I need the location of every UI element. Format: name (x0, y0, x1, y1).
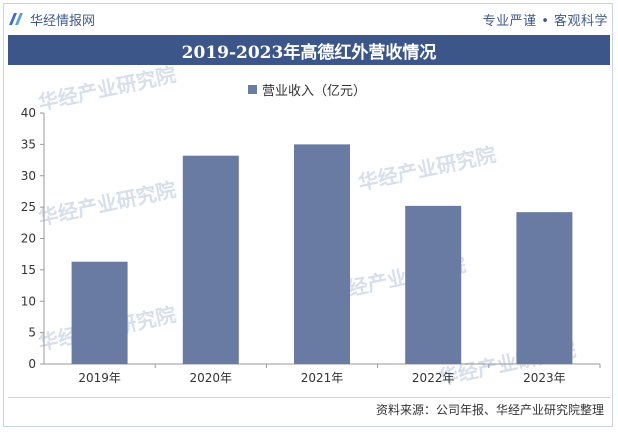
x-tick-label: 2021年 (301, 371, 344, 385)
y-tick-label: 30 (21, 169, 36, 183)
y-tick-label: 40 (21, 106, 36, 120)
watermark-text: 华经产业研究院 (36, 62, 178, 115)
y-tick-label: 35 (21, 137, 36, 151)
legend-swatch (248, 85, 257, 94)
x-tick-label: 2019年 (78, 371, 121, 385)
brand-name: 华经情报网 (30, 13, 96, 29)
y-tick-label: 5 (28, 326, 36, 340)
x-tick-label: 2022年 (412, 371, 455, 385)
brand-logo-icon (9, 13, 23, 25)
slogan: 专业严谨 • 客观科学 (482, 13, 608, 29)
watermark-text: 华经产业研究院 (36, 177, 178, 230)
y-tick-label: 20 (21, 232, 36, 246)
bar (294, 144, 350, 364)
top-bar: 华经情报网 专业严谨 • 客观科学 (8, 6, 608, 32)
chart-title: 2019-2023年高德红外营收情况 (8, 35, 610, 65)
legend-label: 营业收入（亿元） (262, 84, 367, 99)
x-tick-label: 2023年 (523, 371, 566, 385)
bar (405, 205, 462, 364)
x-tick-label: 2020年 (190, 371, 233, 385)
bar (516, 212, 573, 364)
source-note: 资料来源：公司年报、华经产业研究院整理 (375, 403, 604, 417)
legend: 营业收入（亿元） (248, 80, 366, 99)
y-tick-label: 0 (28, 357, 36, 371)
y-tick-label: 15 (21, 263, 36, 277)
y-tick-label: 10 (21, 294, 36, 308)
brand: 华经情报网 (8, 10, 95, 29)
bar (71, 261, 128, 364)
footer-divider (8, 397, 610, 398)
chart-frame (3, 3, 613, 427)
bar (182, 155, 239, 364)
watermark-text: 华经产业研究院 (356, 142, 498, 195)
y-tick-label: 25 (21, 200, 36, 214)
